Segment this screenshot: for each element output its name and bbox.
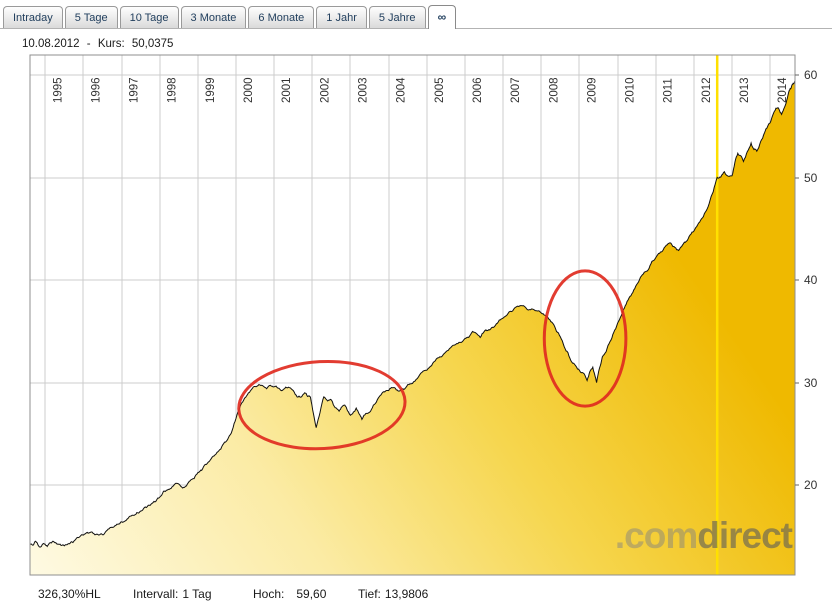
period-tabbar: Intraday 5 Tage 10 Tage 3 Monate 6 Monate 1 J… [0, 2, 832, 29]
tab-infinity[interactable]: ∞ [427, 5, 457, 29]
x-tick-label: 2001 [281, 77, 293, 103]
x-tick-label: 1999 [205, 77, 217, 103]
x-axis-years: 1995 1996 1997 1998 1999 2000 2001 2002 2003 2004… [52, 77, 789, 103]
x-tick-label: 2013 [739, 77, 751, 103]
high-label: Hoch: [253, 587, 285, 601]
quote-infoline: 10.08.2012 - Kurs: 50,0375 [22, 38, 177, 50]
x-tick-label: 1997 [129, 77, 141, 103]
quote-kurs-value: 50,0375 [131, 38, 174, 50]
x-tick-label: 2014 [777, 77, 789, 103]
tab-3-monate[interactable]: 3 Monate [180, 6, 247, 28]
range-change-percent: 326,30%HL [38, 587, 101, 601]
low-info: Tief: 13,9806 [358, 587, 428, 601]
interval-info: Intervall: 1 Tag [133, 587, 212, 601]
x-tick-label: 1996 [90, 77, 102, 103]
plot-border [29, 54, 796, 576]
x-tick-label: 2009 [586, 77, 598, 103]
x-tick-label: 2000 [243, 77, 255, 103]
tab-intraday[interactable]: Intraday [3, 6, 63, 28]
x-tick-label: 2007 [510, 77, 522, 103]
interval-label: Intervall: [133, 587, 179, 601]
low-value: 13,9806 [384, 587, 429, 601]
high-value: 59,60 [296, 587, 327, 601]
x-tick-label: 2004 [396, 77, 408, 103]
quote-separator: - [86, 38, 91, 50]
tab-5-jahre[interactable]: 5 Jahre [368, 6, 426, 28]
x-tick-label: 2003 [358, 77, 370, 103]
high-info: Hoch: 59,60 [253, 587, 326, 601]
y-tick-label: 40 [804, 273, 818, 287]
y-tick-label: 30 [804, 376, 818, 390]
price-chart[interactable]: 20 30 40 50 60 1995 1996 1997 1998 1999 2000 2001 20… [0, 0, 834, 580]
annotation-ellipse [542, 269, 628, 408]
price-area [30, 80, 795, 575]
low-label: Tief: [358, 587, 381, 601]
annotation-ellipse [237, 359, 407, 451]
chart-footer: 326,30%HL Intervall: 1 Tag Hoch: 59,60 Tie… [0, 584, 834, 606]
y-axis-right: 20 30 40 50 60 [795, 68, 818, 492]
x-tick-label: 2005 [434, 77, 446, 103]
y-tick-label: 60 [804, 68, 818, 82]
tab-5-tage[interactable]: 5 Tage [64, 6, 118, 28]
quote-date: 10.08.2012 [22, 38, 80, 50]
price-line [29, 80, 796, 548]
x-tick-label: 2002 [319, 77, 331, 103]
y-tick-label: 50 [804, 171, 818, 185]
tab-10-tage[interactable]: 10 Tage [119, 6, 179, 28]
x-tick-label: 2006 [472, 77, 484, 103]
x-tick-label: 1998 [167, 77, 179, 103]
x-tick-label: 2010 [625, 77, 637, 103]
x-tick-label: 2011 [663, 78, 675, 103]
x-tick-label: 2008 [548, 77, 560, 103]
tab-6-monate[interactable]: 6 Monate [248, 6, 315, 28]
tab-1-jahr[interactable]: 1 Jahr [316, 6, 367, 28]
y-tick-label: 20 [804, 478, 818, 492]
interval-value: 1 Tag [182, 587, 212, 601]
x-tick-label: 1995 [52, 77, 64, 103]
quote-kurs-label: Kurs: [97, 38, 125, 50]
x-tick-label: 2012 [701, 77, 713, 103]
